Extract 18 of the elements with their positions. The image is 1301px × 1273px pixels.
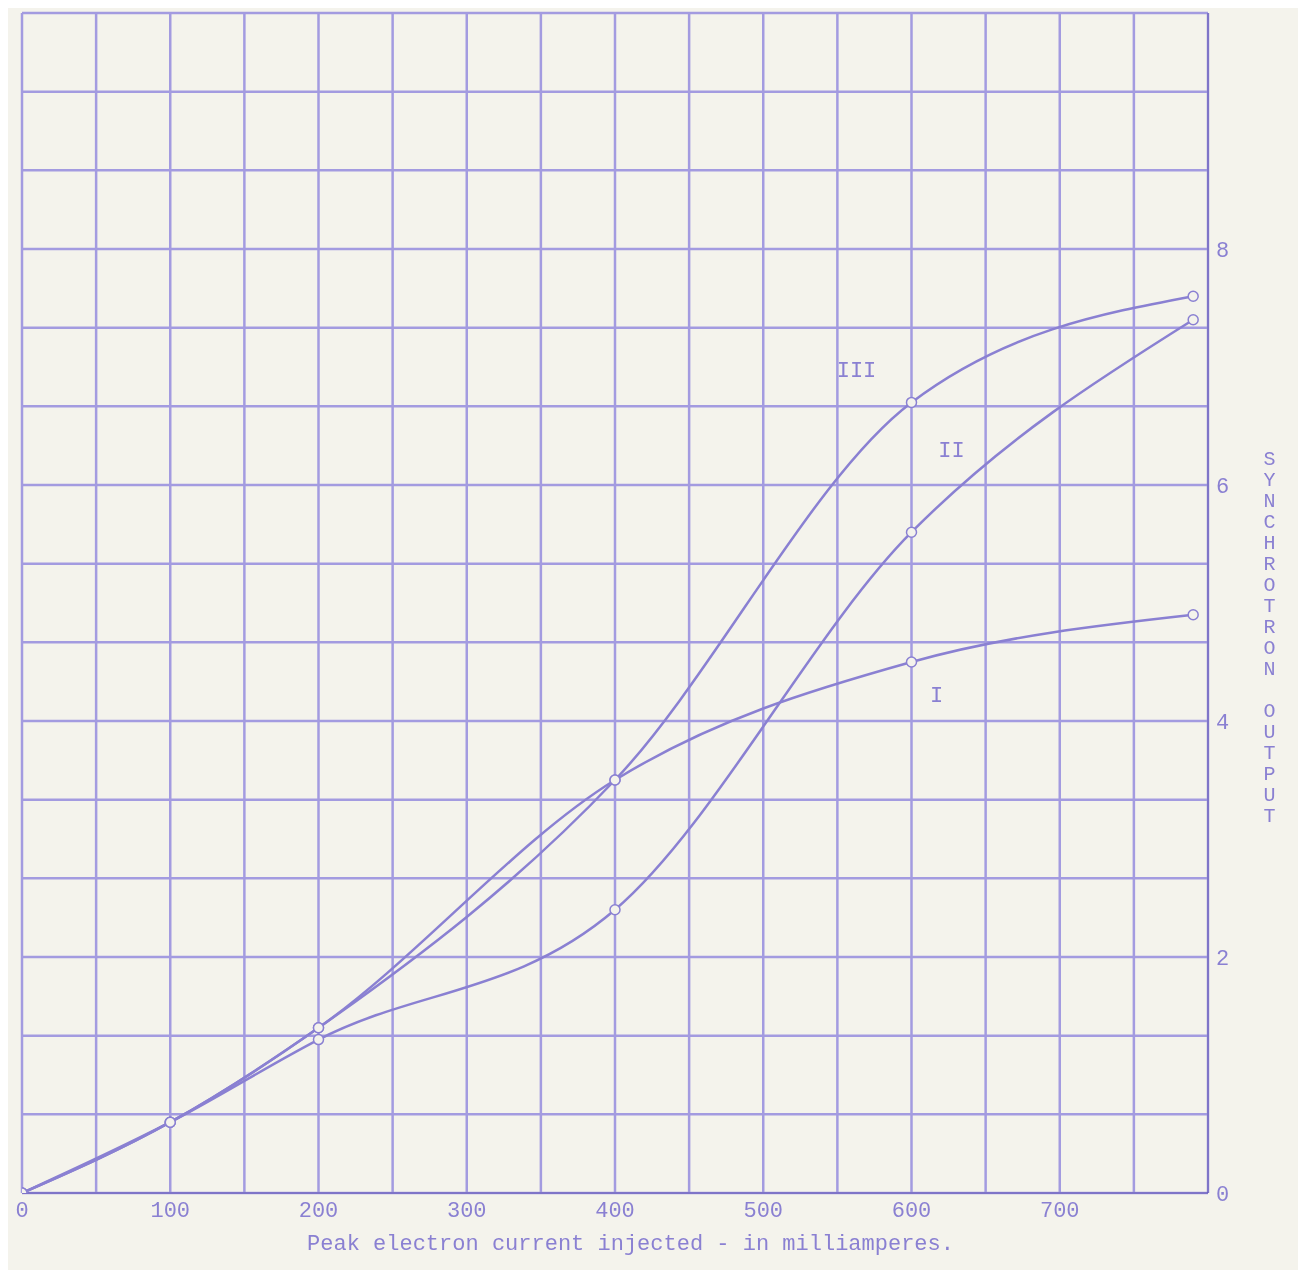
x-axis-title: Peak electron current injected - in milliamperes.: [306, 1232, 955, 1257]
x-tick-label: 200: [298, 1198, 339, 1224]
x-tick-label: 0: [15, 1198, 29, 1224]
x-tick-label: 300: [446, 1198, 487, 1224]
y-tick-label: 0: [1216, 1182, 1230, 1208]
series-label: II: [938, 439, 965, 465]
x-tick-label: 500: [743, 1198, 784, 1224]
x-tick-label: 600: [891, 1198, 932, 1224]
x-tick-label: 400: [595, 1198, 635, 1224]
x-tick-label: 100: [150, 1198, 191, 1224]
y-tick-label: 4: [1216, 710, 1230, 736]
series-label: I: [929, 684, 944, 709]
series-label: III: [836, 359, 877, 385]
y-tick-label: 6: [1216, 474, 1230, 500]
y-axis-title: SYNCHROTRON OUTPUT: [1258, 448, 1281, 826]
x-tick-label: 700: [1039, 1198, 1080, 1224]
y-tick-label: 8: [1216, 238, 1230, 264]
y-tick-label: 2: [1216, 946, 1230, 972]
